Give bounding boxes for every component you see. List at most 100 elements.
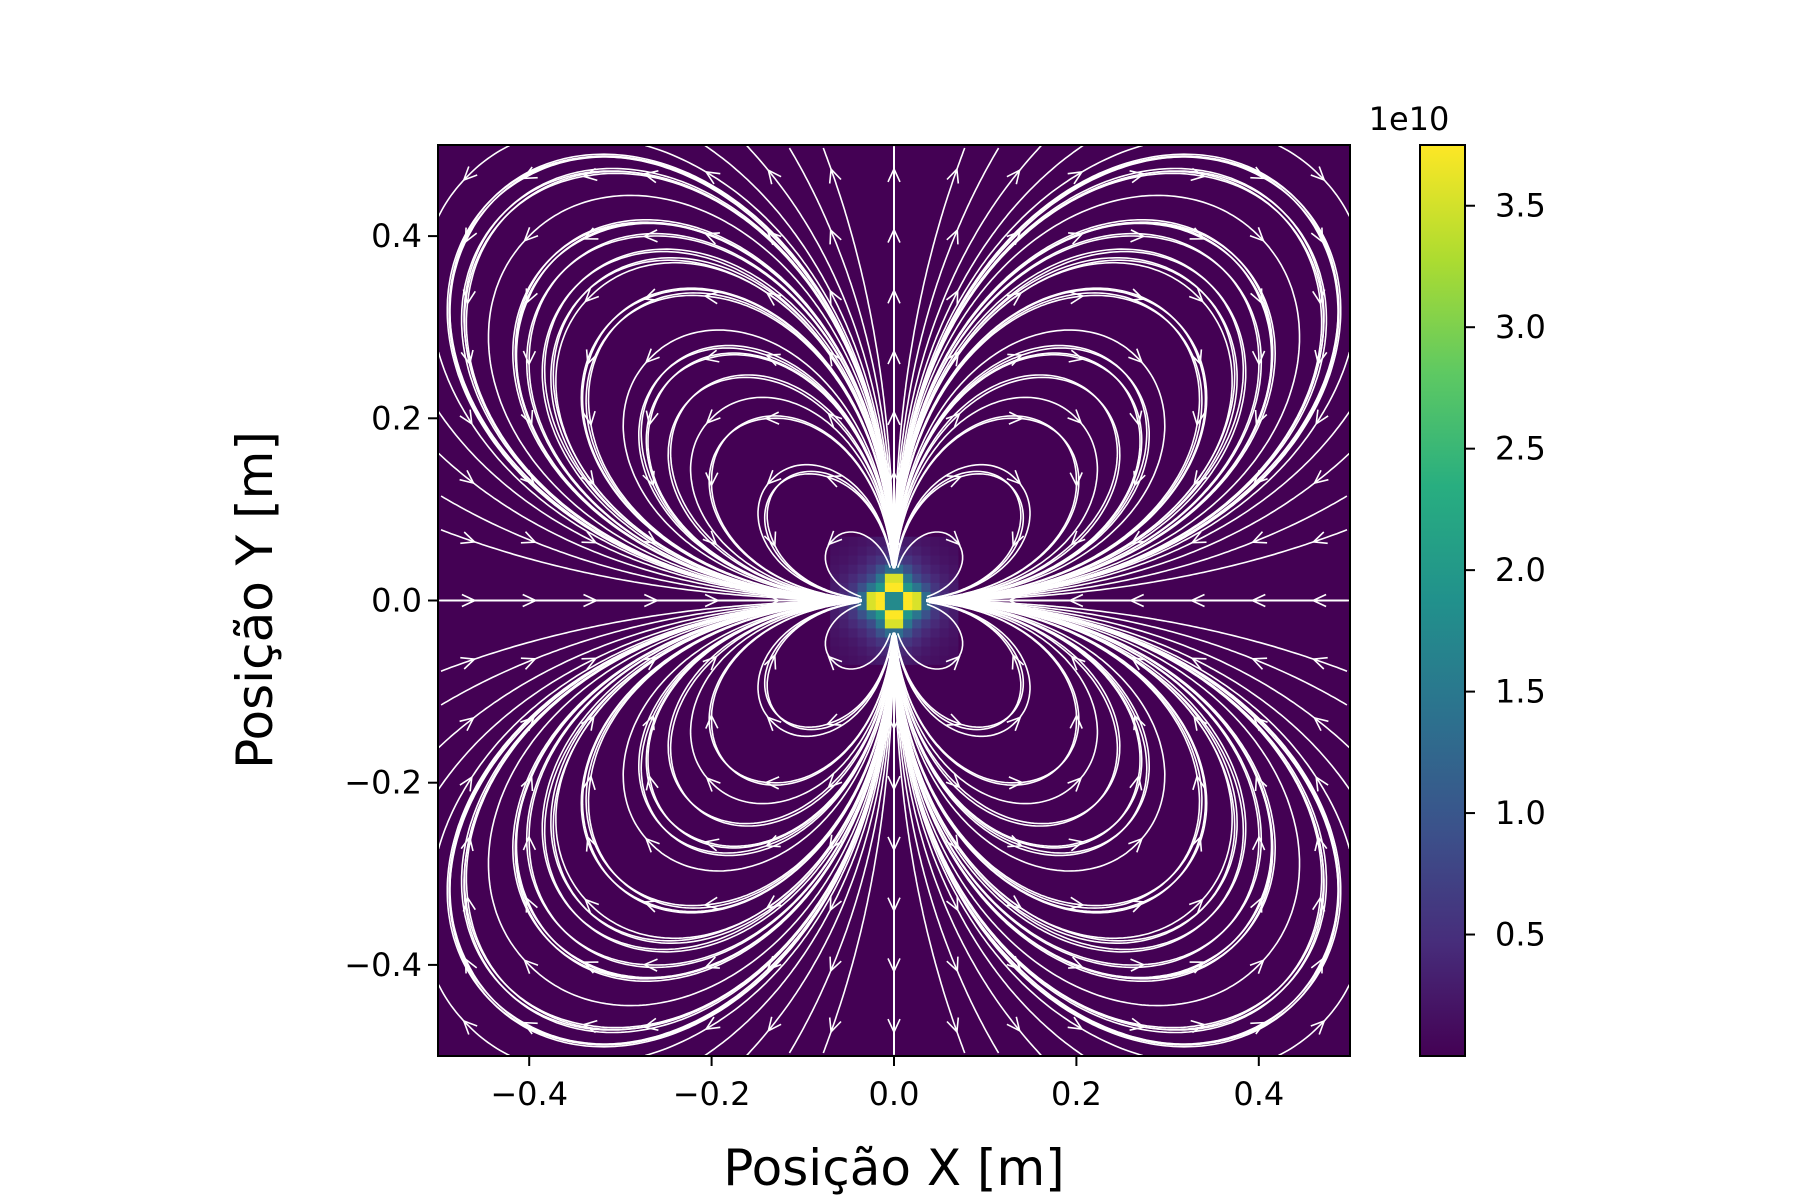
streamline bbox=[824, 531, 892, 598]
streamline bbox=[894, 601, 1031, 738]
heatmap-cell bbox=[857, 536, 868, 547]
streamline-arrow bbox=[584, 898, 600, 914]
heatmap-cell bbox=[848, 591, 859, 602]
x-tick-label: −0.2 bbox=[673, 1075, 751, 1113]
heatmap-cell bbox=[930, 564, 941, 574]
heatmap-cell bbox=[857, 646, 868, 656]
streamline bbox=[895, 601, 1022, 731]
heatmap-cell bbox=[894, 591, 904, 602]
heatmap-cell bbox=[875, 582, 886, 592]
streamline-arrow bbox=[459, 775, 473, 792]
y-tick-label: 0.0 bbox=[371, 582, 422, 620]
heatmap-cell bbox=[884, 591, 895, 602]
streamline-arrow bbox=[1314, 835, 1328, 852]
streamline-arrow bbox=[1070, 530, 1086, 546]
streamline-arrow bbox=[1006, 469, 1022, 485]
streamline-arrow bbox=[1130, 656, 1147, 671]
heatmap-cell bbox=[903, 591, 913, 602]
streamline bbox=[893, 147, 966, 567]
heatmap-cell bbox=[839, 545, 849, 556]
streamline-arrow bbox=[887, 166, 901, 183]
heatmap-cell bbox=[884, 600, 895, 611]
heatmap-cell bbox=[921, 591, 932, 602]
streamline-arrow bbox=[459, 716, 476, 732]
streamline bbox=[893, 600, 1339, 1046]
streamline bbox=[585, 600, 895, 907]
streamline-arrow bbox=[767, 168, 782, 185]
streamline-arrow bbox=[766, 716, 782, 732]
streamline-arrow bbox=[946, 956, 959, 973]
heatmap-cell bbox=[912, 536, 922, 547]
streamline-arrow bbox=[642, 1017, 659, 1031]
heatmap-cell bbox=[866, 627, 877, 638]
streamline bbox=[1278, 984, 1350, 1056]
streamline bbox=[893, 329, 1166, 601]
heatmap-cell bbox=[948, 582, 959, 592]
streamline-arrow bbox=[1189, 835, 1203, 852]
streamline bbox=[438, 984, 510, 1056]
streamline-arrow bbox=[523, 227, 539, 243]
streamline-arrow bbox=[1189, 349, 1203, 366]
streamline-arrow bbox=[642, 714, 655, 731]
streamline bbox=[440, 599, 860, 672]
streamline-arrow bbox=[1193, 715, 1208, 731]
heatmap-cell bbox=[894, 564, 904, 574]
heatmap-cell bbox=[894, 609, 904, 620]
streamline-arrow bbox=[1311, 593, 1327, 608]
streamline-arrow bbox=[1067, 409, 1083, 425]
streamline bbox=[638, 600, 895, 854]
streamline bbox=[757, 463, 894, 600]
streamline-arrow bbox=[1251, 657, 1268, 670]
streamline bbox=[893, 194, 1301, 601]
streamline-arrow bbox=[825, 475, 842, 488]
streamline-arrow bbox=[1008, 411, 1025, 425]
streamline-arrow bbox=[581, 1019, 598, 1034]
streamline-arrow bbox=[829, 956, 842, 973]
heatmap-cell bbox=[839, 609, 849, 620]
heatmap-cell bbox=[930, 536, 941, 547]
heatmap-cell bbox=[921, 545, 932, 556]
streamline bbox=[440, 529, 860, 602]
y-axis: −0.4 −0.2 0.0 0.2 0.4 bbox=[344, 217, 438, 984]
streamline bbox=[893, 147, 1000, 568]
streamline bbox=[638, 347, 895, 601]
heatmap-cell bbox=[894, 600, 904, 611]
streamline bbox=[525, 235, 895, 601]
streamline-arrow bbox=[581, 167, 598, 182]
heatmap-cell bbox=[948, 609, 959, 620]
streamline-arrow bbox=[1190, 167, 1207, 182]
heatmap-cell bbox=[939, 609, 950, 620]
heatmap-cell bbox=[884, 636, 895, 647]
heatmap-cell bbox=[912, 591, 922, 602]
streamline-arrow bbox=[1130, 530, 1147, 545]
streamline-arrow bbox=[829, 289, 842, 306]
streamline bbox=[622, 600, 895, 872]
heatmap-cell bbox=[903, 609, 913, 620]
streamline bbox=[893, 344, 1148, 601]
heatmap-cell bbox=[948, 655, 959, 665]
streamline bbox=[822, 147, 895, 567]
streamline bbox=[893, 600, 1148, 857]
heatmap-cell bbox=[839, 582, 849, 592]
heatmap-cell bbox=[894, 618, 904, 629]
streamline-arrow bbox=[763, 653, 777, 670]
heatmap-cell bbox=[903, 655, 913, 665]
heatmap-cell bbox=[903, 582, 913, 592]
streamline-arrow bbox=[1069, 713, 1083, 729]
heatmap-cell bbox=[912, 600, 922, 611]
heatmap-cell bbox=[839, 554, 849, 565]
heatmap-cell bbox=[875, 545, 886, 556]
streamline-arrow bbox=[703, 896, 720, 910]
heatmap-cell bbox=[930, 646, 941, 656]
y-tick-label: −0.4 bbox=[344, 946, 422, 984]
streamline bbox=[893, 600, 1325, 1034]
heatmap-cell bbox=[857, 582, 868, 592]
streamline bbox=[645, 353, 895, 601]
colorbar-tick-label: 2.5 bbox=[1495, 430, 1546, 468]
streamline-arrow bbox=[1190, 531, 1207, 544]
streamline bbox=[893, 221, 1273, 601]
heatmap-cell bbox=[839, 636, 849, 647]
streamline-arrow bbox=[1008, 776, 1025, 790]
streamline-arrow bbox=[946, 895, 959, 912]
